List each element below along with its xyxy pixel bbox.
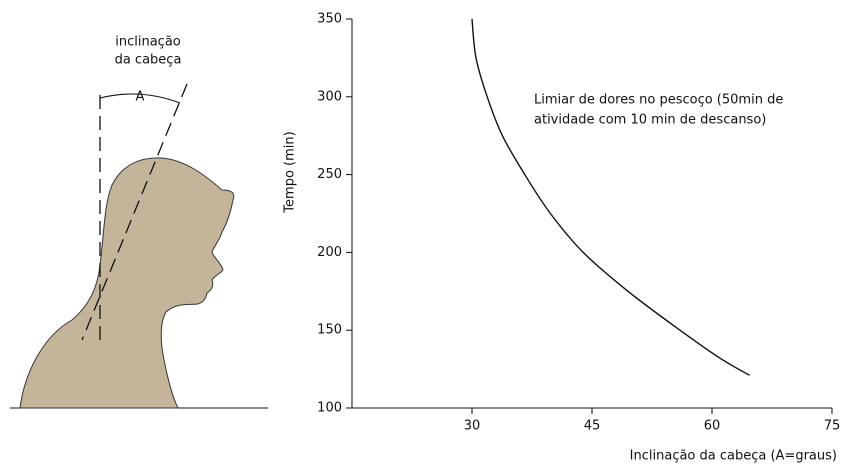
angle-label: A [136,90,145,105]
y-tick-label: 350 [317,12,342,27]
x-tick-label: 60 [704,419,721,434]
illustration-label: da cabeça [115,53,182,68]
x-tick-label: 75 [824,419,841,434]
annotation: atividade com 10 min de descanso) [534,113,766,128]
page: A inclinação da cabeça Tempo (min) Incli… [0,0,849,466]
y-axis-label: Tempo (min) [283,131,298,213]
chart: Tempo (min) Inclinação da cabeça (A=grau… [283,12,841,464]
illustration-label: inclinação [115,35,181,50]
threshold-curve [472,19,750,375]
illustration: A inclinação da cabeça [10,35,268,409]
y-tick-label: 250 [317,167,342,182]
annotation: Limiar de dores no pescoço (50min de [534,93,783,108]
y-tick-label: 200 [317,245,342,260]
y-tick-label: 100 [317,401,342,416]
y-tick-label: 300 [317,89,342,104]
head-silhouette [20,158,234,408]
x-tick-label: 30 [464,419,481,434]
y-tick-label: 150 [317,323,342,338]
x-axis-label: Inclinação da cabeça (A=graus) [630,449,837,464]
x-tick-label: 45 [584,419,601,434]
